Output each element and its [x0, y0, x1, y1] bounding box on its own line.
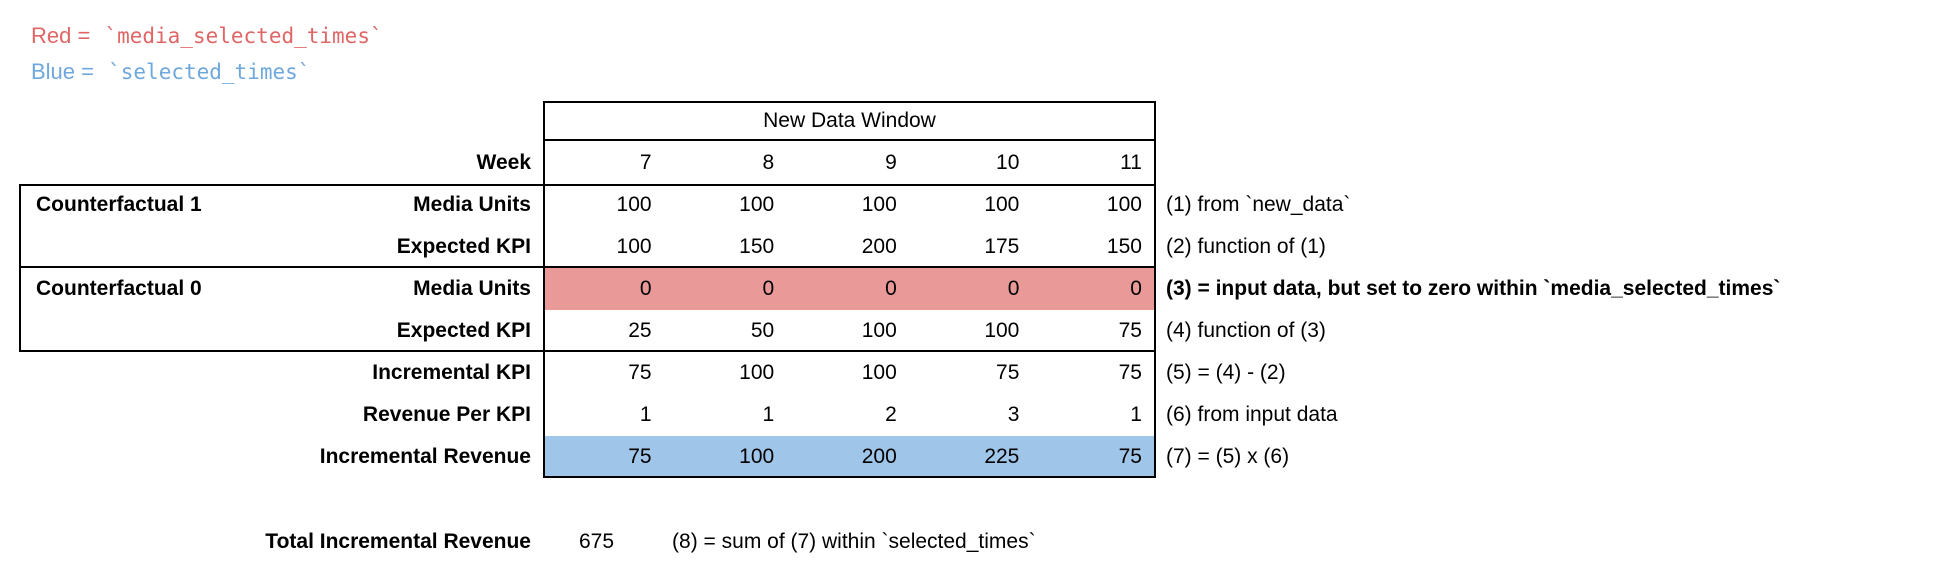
week-values: 7 8 9 10 11 — [543, 141, 1156, 184]
row-label: Incremental KPI — [372, 361, 531, 384]
row-values: 75 100 200 225 75 — [543, 436, 1156, 478]
cell-value: 75 — [628, 361, 652, 384]
table-row-media-units-cf0: Media Units 0 0 0 0 0 (3) = input data, … — [0, 268, 1960, 310]
cell-value: 100 — [616, 193, 652, 216]
table-row-expected-kpi-cf0: Expected KPI 25 50 100 100 75 (4) functi… — [0, 310, 1960, 352]
total-label: Total Incremental Revenue — [265, 530, 531, 553]
cell-value: 25 — [628, 319, 652, 342]
counterfactual-0-label: Counterfactual 0 — [36, 277, 202, 300]
cell-value: 3 — [1007, 403, 1020, 426]
cell-value: 1 — [1130, 403, 1142, 426]
week-value: 8 — [762, 151, 775, 174]
blue-highlight-row — [543, 436, 1156, 478]
cell-value: 0 — [1007, 277, 1020, 300]
red-highlight-row — [543, 268, 1156, 310]
legend-blue-line: Blue = `selected_times` — [31, 54, 383, 90]
cell-value: 150 — [739, 235, 775, 258]
legend-red-line: Red = `media_selected_times` — [31, 18, 383, 54]
total-note: (8) = sum of (7) within `selected_times` — [672, 530, 1036, 553]
cell-value: 100 — [861, 193, 897, 216]
cell-value: 200 — [861, 235, 897, 258]
cell-value: 75 — [628, 445, 652, 468]
row-note: (7) = (5) x (6) — [1166, 445, 1290, 468]
total-value: 675 — [579, 530, 615, 553]
cell-value: 1 — [762, 403, 775, 426]
new-data-window-label: New Data Window — [763, 109, 936, 132]
row-values: 0 0 0 0 0 — [543, 268, 1156, 310]
cell-value: 100 — [1106, 193, 1142, 216]
cell-value: 100 — [984, 319, 1020, 342]
row-note: (2) function of (1) — [1166, 235, 1326, 258]
cell-value: 75 — [996, 361, 1020, 384]
cell-value: 0 — [762, 277, 775, 300]
table-row-incremental-revenue: Incremental Revenue 75 100 200 225 75 (7… — [0, 436, 1960, 478]
row-values: 1 1 2 3 1 — [543, 394, 1156, 436]
cell-value: 100 — [739, 445, 775, 468]
week-value: 11 — [1120, 151, 1142, 174]
cell-value: 225 — [984, 445, 1020, 468]
table-row-revenue-per-kpi: Revenue Per KPI 1 1 2 3 1 (6) from input… — [0, 394, 1960, 436]
legend-blue-code: `selected_times` — [108, 60, 311, 84]
week-row: Week 7 8 9 10 11 — [0, 141, 1960, 184]
legend-blue-label: Blue = — [31, 59, 94, 84]
cell-value: 0 — [885, 277, 897, 300]
cell-value: 150 — [1106, 235, 1142, 258]
row-note: (5) = (4) - (2) — [1166, 361, 1286, 384]
row-values: 75 100 100 75 75 — [543, 352, 1156, 394]
cell-value: 175 — [984, 235, 1020, 258]
cell-value: 100 — [739, 361, 775, 384]
cell-value: 75 — [1118, 361, 1142, 384]
cell-value: 100 — [984, 193, 1020, 216]
cell-value: 200 — [861, 445, 897, 468]
row-note: (4) function of (3) — [1166, 319, 1326, 342]
cell-value: 1 — [639, 403, 652, 426]
legend: Red = `media_selected_times` Blue = `sel… — [31, 18, 383, 90]
legend-red-code: `media_selected_times` — [104, 24, 383, 48]
table-row-expected-kpi-cf1: Expected KPI 100 150 200 175 150 (2) fun… — [0, 226, 1960, 268]
cell-value: 100 — [616, 235, 652, 258]
new-data-window-header: New Data Window — [543, 101, 1156, 141]
row-note: (3) = input data, but set to zero within… — [1166, 277, 1781, 300]
row-note: (1) from `new_data` — [1166, 193, 1351, 216]
row-note: (6) from input data — [1166, 403, 1338, 426]
row-values: 100 150 200 175 150 — [543, 226, 1156, 268]
row-label: Incremental Revenue — [319, 445, 531, 468]
row-label: Media Units — [413, 277, 531, 300]
cell-value: 75 — [1118, 445, 1142, 468]
cell-value: 50 — [750, 319, 775, 342]
table-row-incremental-kpi: Incremental KPI 75 100 100 75 75 (5) = (… — [0, 352, 1960, 394]
table-row-media-units-cf1: Media Units 100 100 100 100 100 (1) from… — [0, 184, 1960, 226]
cell-value: 75 — [1118, 319, 1142, 342]
cell-value: 0 — [639, 277, 652, 300]
total-row: Total Incremental Revenue 675 (8) = sum … — [0, 521, 1960, 563]
cell-value: 100 — [861, 319, 897, 342]
row-values: 100 100 100 100 100 — [543, 184, 1156, 226]
week-value: 9 — [885, 151, 897, 174]
cell-value: 100 — [739, 193, 775, 216]
cell-value: 0 — [1130, 277, 1142, 300]
counterfactual-1-label: Counterfactual 1 — [36, 193, 202, 216]
week-label: Week — [476, 151, 531, 174]
counterfactual-0-box — [19, 266, 1156, 352]
cell-value: 100 — [861, 361, 897, 384]
week-value: 10 — [996, 151, 1020, 174]
legend-red-label: Red = — [31, 23, 91, 48]
row-label: Expected KPI — [396, 319, 531, 342]
row-label: Media Units — [413, 193, 531, 216]
row-values: 25 50 100 100 75 — [543, 310, 1156, 352]
week-value: 7 — [639, 151, 652, 174]
row-label: Revenue Per KPI — [362, 403, 531, 426]
cell-value: 2 — [885, 403, 897, 426]
row-label: Expected KPI — [396, 235, 531, 258]
